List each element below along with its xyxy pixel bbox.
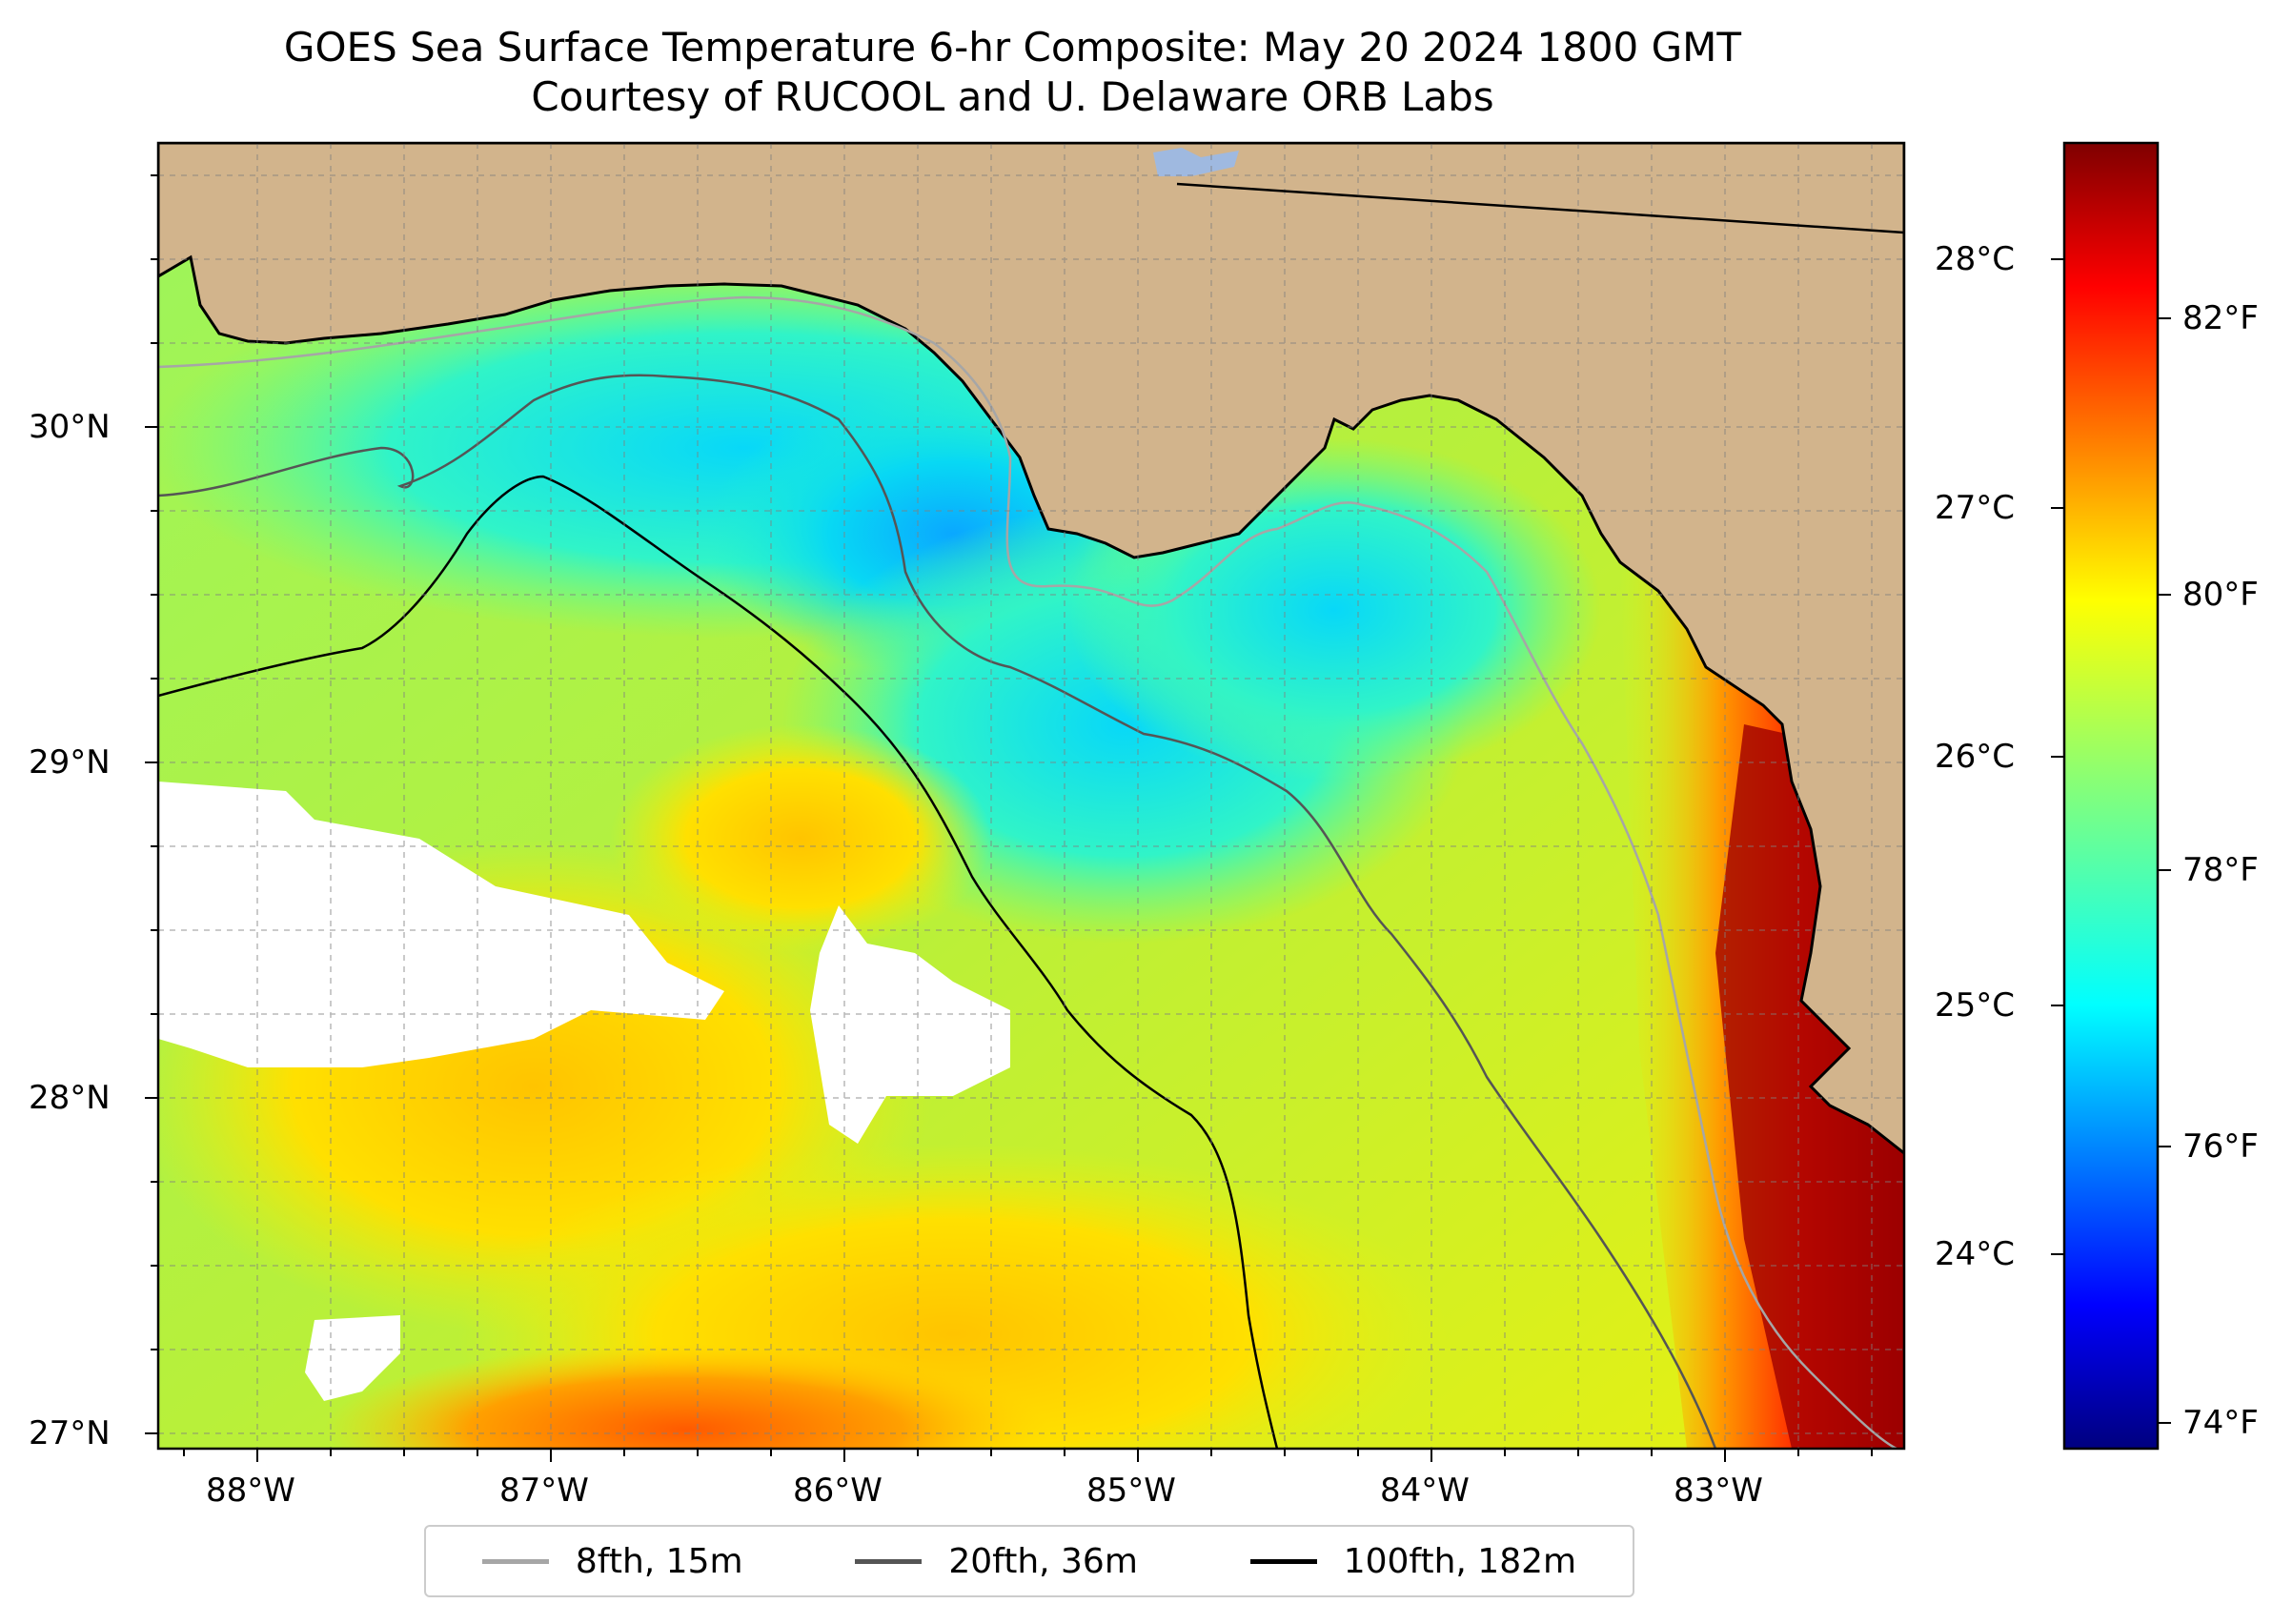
- colorbar-c-label-24: 24°C: [1935, 1235, 2016, 1273]
- legend-label-100fth: 100fth, 182m: [1343, 1541, 1577, 1581]
- legend-swatch-8fth: [481, 1558, 549, 1564]
- state-border: [1176, 182, 1904, 234]
- lon-label-86w: 86°W: [793, 1472, 883, 1510]
- warm-water-region-mid: [610, 724, 991, 953]
- contour-8fth: [158, 295, 1897, 1449]
- legend-label-20fth: 20fth, 36m: [948, 1541, 1138, 1581]
- map-frame: [156, 141, 1906, 1451]
- colorbar-f-label-82: 82°F: [2182, 299, 2259, 337]
- lon-label-87w: 87°W: [499, 1472, 589, 1510]
- colorbar-f-label-76: 76°F: [2182, 1127, 2259, 1166]
- y-axis-ticks: [145, 174, 158, 1434]
- colorbar-c-label-26: 26°C: [1935, 738, 2016, 776]
- chart-title: GOES Sea Surface Temperature 6-hr Compos…: [0, 23, 2025, 122]
- title-line-1: GOES Sea Surface Temperature 6-hr Compos…: [283, 24, 1742, 71]
- lon-label-85w: 85°W: [1086, 1472, 1176, 1510]
- lat-label-27n: 27°N: [29, 1414, 111, 1452]
- contour-20fth: [158, 374, 1717, 1449]
- legend-label-8fth: 8fth, 15m: [575, 1541, 743, 1581]
- contour-100fth: [158, 475, 1279, 1449]
- colorbar-f-label-74: 74°F: [2182, 1404, 2259, 1442]
- lat-label-28n: 28°N: [29, 1079, 111, 1117]
- land-area-north: [158, 143, 1904, 1155]
- colorbar-f-label-78: 78°F: [2182, 851, 2259, 889]
- contour-legend: 8fth, 15m 20fth, 36m 100fth, 182m: [424, 1525, 1634, 1597]
- colorbar-c-label-28: 28°C: [1935, 240, 2016, 278]
- lon-label-83w: 83°W: [1674, 1472, 1763, 1510]
- title-line-2: Courtesy of RUCOOL and U. Delaware ORB L…: [531, 73, 1494, 120]
- sst-map: [145, 141, 2171, 1462]
- x-axis-ticks: [183, 1449, 1873, 1462]
- legend-item-100fth: 100fth, 182m: [1249, 1541, 1577, 1581]
- colorbar-c-label-25: 25°C: [1935, 986, 2016, 1025]
- lon-label-84w: 84°W: [1380, 1472, 1470, 1510]
- colorbar-f-label-80: 80°F: [2182, 576, 2259, 614]
- hot-water-region-south: [324, 1344, 1048, 1449]
- no-data-region-southwest: [305, 1315, 400, 1401]
- no-data-region-west: [158, 782, 724, 1067]
- legend-swatch-20fth: [855, 1558, 923, 1564]
- legend-item-20fth: 20fth, 36m: [855, 1542, 1138, 1581]
- gridlines: [158, 143, 1904, 1449]
- colorbar: [2062, 141, 2160, 1451]
- no-data-region-center: [810, 905, 1010, 1144]
- colorbar-c-label-27: 27°C: [1935, 489, 2016, 527]
- lat-label-29n: 29°N: [29, 743, 111, 782]
- legend-item-8fth: 8fth, 15m: [481, 1541, 743, 1581]
- lake: [1153, 148, 1239, 176]
- warm-water-region-south: [457, 1144, 1449, 1449]
- lon-label-88w: 88°W: [206, 1472, 295, 1510]
- legend-swatch-100fth: [1249, 1558, 1317, 1564]
- colorbar-ticks: [2051, 258, 2171, 1424]
- lat-label-30n: 30°N: [29, 408, 111, 446]
